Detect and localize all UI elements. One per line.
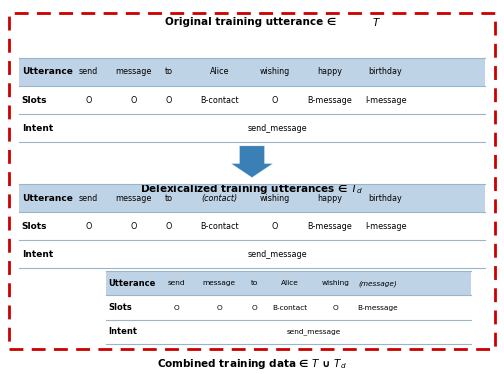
- Text: wishing: wishing: [260, 193, 290, 203]
- Text: Original training utterance ∈: Original training utterance ∈: [165, 17, 339, 27]
- FancyBboxPatch shape: [9, 13, 495, 349]
- Text: Slots: Slots: [22, 221, 47, 231]
- Text: I-message: I-message: [365, 221, 406, 231]
- Text: happy: happy: [318, 193, 343, 203]
- Polygon shape: [231, 146, 273, 178]
- Text: to: to: [251, 280, 258, 286]
- Text: (message): (message): [359, 280, 397, 286]
- Text: Utterance: Utterance: [22, 67, 73, 77]
- Text: happy: happy: [318, 67, 343, 77]
- Text: O: O: [85, 221, 91, 231]
- Text: send: send: [79, 193, 98, 203]
- Text: send: send: [168, 280, 185, 286]
- Text: O: O: [332, 304, 338, 311]
- Text: send_message: send_message: [287, 328, 341, 335]
- Text: Intent: Intent: [22, 123, 53, 133]
- Text: O: O: [173, 304, 179, 311]
- Text: to: to: [165, 193, 173, 203]
- Text: Slots: Slots: [22, 95, 47, 105]
- Text: B-contact: B-contact: [272, 304, 307, 311]
- Text: O: O: [272, 95, 278, 105]
- Text: B-message: B-message: [308, 221, 352, 231]
- Text: Alice: Alice: [210, 67, 229, 77]
- Text: Intent: Intent: [108, 327, 138, 337]
- Text: Intent: Intent: [22, 249, 53, 259]
- Text: O: O: [272, 221, 278, 231]
- Text: (contact): (contact): [201, 193, 237, 203]
- Text: to: to: [165, 67, 173, 77]
- Text: B-contact: B-contact: [200, 95, 238, 105]
- Text: wishing: wishing: [321, 280, 349, 286]
- Text: birthday: birthday: [369, 193, 402, 203]
- Text: O: O: [85, 95, 91, 105]
- Text: $T$: $T$: [372, 16, 382, 28]
- Text: B-contact: B-contact: [200, 221, 238, 231]
- Text: message: message: [115, 193, 152, 203]
- Text: Utterance: Utterance: [108, 279, 156, 288]
- Text: B-message: B-message: [358, 304, 398, 311]
- Text: O: O: [251, 304, 258, 311]
- Text: Slots: Slots: [108, 303, 132, 312]
- Text: send_message: send_message: [247, 123, 307, 133]
- Text: send_message: send_message: [247, 249, 307, 259]
- Text: Utterance: Utterance: [22, 193, 73, 203]
- Text: I-message: I-message: [365, 95, 406, 105]
- Text: send: send: [79, 67, 98, 77]
- Text: O: O: [166, 221, 172, 231]
- Text: O: O: [216, 304, 222, 311]
- FancyBboxPatch shape: [19, 58, 485, 86]
- Text: birthday: birthday: [369, 67, 402, 77]
- Text: O: O: [131, 221, 137, 231]
- Text: Delexicalized training utterances ∈ $T_d$: Delexicalized training utterances ∈ $T_d…: [140, 182, 364, 196]
- FancyBboxPatch shape: [19, 184, 485, 212]
- Text: message: message: [203, 280, 236, 286]
- Text: Alice: Alice: [281, 280, 299, 286]
- Text: O: O: [166, 95, 172, 105]
- FancyBboxPatch shape: [106, 271, 471, 295]
- Text: B-message: B-message: [308, 95, 352, 105]
- Text: wishing: wishing: [260, 67, 290, 77]
- Text: message: message: [115, 67, 152, 77]
- Text: Combined training data ∈ $T$ ∪ $T_d$: Combined training data ∈ $T$ ∪ $T_d$: [157, 356, 347, 371]
- Text: O: O: [131, 95, 137, 105]
